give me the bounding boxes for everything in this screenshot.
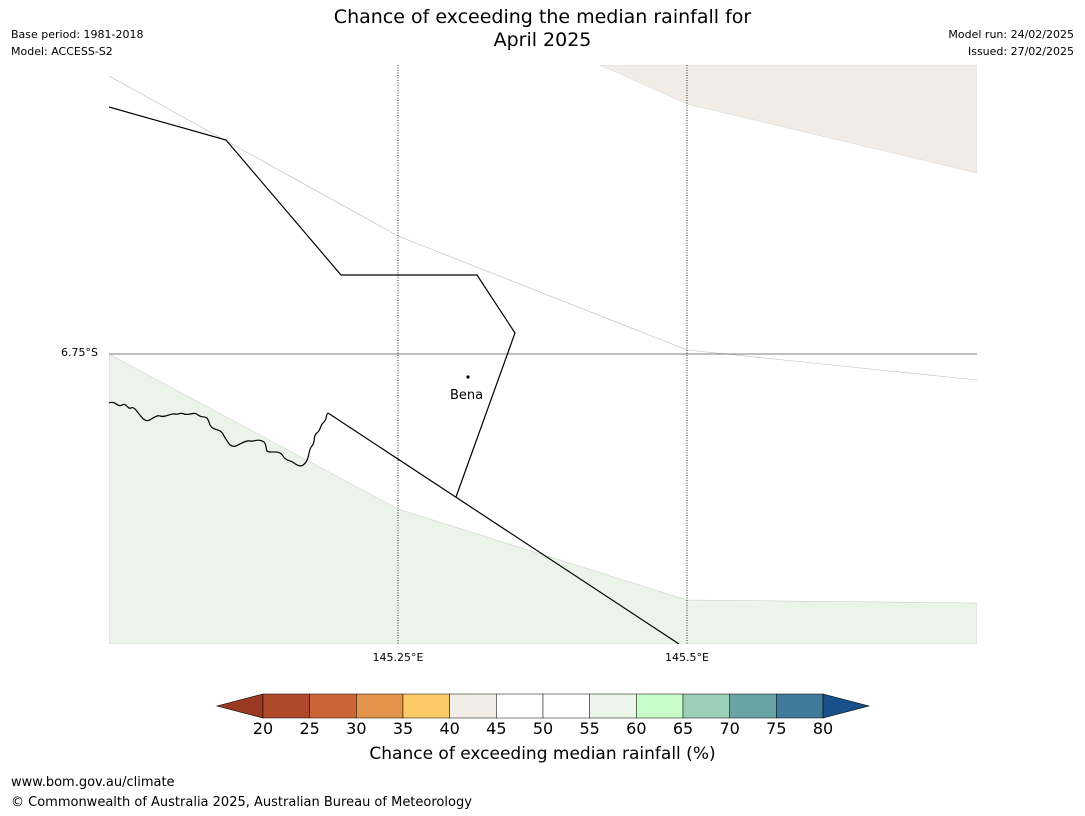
colorbar-tick-label: 55	[579, 719, 600, 738]
title-line-1: Chance of exceeding the median rainfall …	[333, 6, 752, 28]
footer-copyright: © Commonwealth of Australia 2025, Austra…	[11, 795, 472, 810]
place-marker	[466, 375, 470, 379]
title-line-2: April 2025	[493, 29, 592, 51]
colorbar-tick-label: 70	[719, 719, 740, 738]
colorbar-segment	[682, 693, 730, 719]
colorbar-tick-label: 45	[486, 719, 507, 738]
longitude-label: 145.5°E	[665, 651, 709, 664]
colorbar-segment	[496, 693, 544, 719]
colorbar-over-arrow	[822, 693, 871, 719]
colorbar-tick-label: 60	[626, 719, 647, 738]
meta-left: Base period: 1981-2018 Model: ACCESS-S2	[11, 26, 143, 60]
model-run: Model run: 24/02/2025	[948, 28, 1074, 41]
colorbar-tick-label: 80	[812, 719, 834, 738]
colorbar-tick-label: 40	[439, 719, 460, 738]
colorbar-segment	[729, 693, 777, 719]
colorbar-under-arrow	[215, 693, 264, 719]
colorbar-segment	[542, 693, 590, 719]
colorbar-title: Chance of exceeding median rainfall (%)	[369, 744, 716, 764]
longitude-label: 145.25°E	[372, 651, 424, 664]
colorbar-tick-label: 65	[672, 719, 694, 738]
map-panel	[109, 65, 977, 644]
colorbar-segment	[776, 693, 824, 719]
colorbar-segment	[356, 693, 404, 719]
rain-zone-55-60	[109, 353, 977, 644]
issued-date: Issued: 27/02/2025	[967, 45, 1074, 58]
rain-zone-40-45	[599, 65, 977, 174]
colorbar-segment	[636, 693, 684, 719]
colorbar-tick-label: 75	[766, 719, 787, 738]
boundary-line	[109, 106, 516, 498]
meta-right: Model run: 24/02/2025 Issued: 27/02/2025	[948, 26, 1074, 60]
base-period: Base period: 1981-2018	[11, 28, 144, 41]
boundary-line	[327, 412, 680, 644]
colorbar-segment	[589, 693, 637, 719]
river-line	[109, 401, 329, 467]
colorbar-segment	[402, 693, 450, 719]
colorbar-tick-label: 35	[392, 719, 414, 738]
colorbar-tick-label: 20	[252, 719, 274, 738]
colorbar-segment	[262, 693, 310, 719]
colorbar-tick-label: 50	[532, 719, 554, 738]
colorbar	[215, 693, 871, 719]
colorbar-tick-label: 30	[346, 719, 367, 738]
colorbar-segment	[309, 693, 357, 719]
colorbar-tick-label: 25	[299, 719, 320, 738]
colorbar-segment	[449, 693, 497, 719]
chart-title: Chance of exceeding the median rainfall …	[0, 6, 1085, 52]
footer-url: www.bom.gov.au/climate	[11, 775, 175, 790]
latitude-label: 6.75°S	[61, 346, 98, 359]
contour-line	[686, 349, 977, 381]
model-name: Model: ACCESS-S2	[11, 45, 113, 58]
place-label: Bena	[450, 388, 484, 403]
